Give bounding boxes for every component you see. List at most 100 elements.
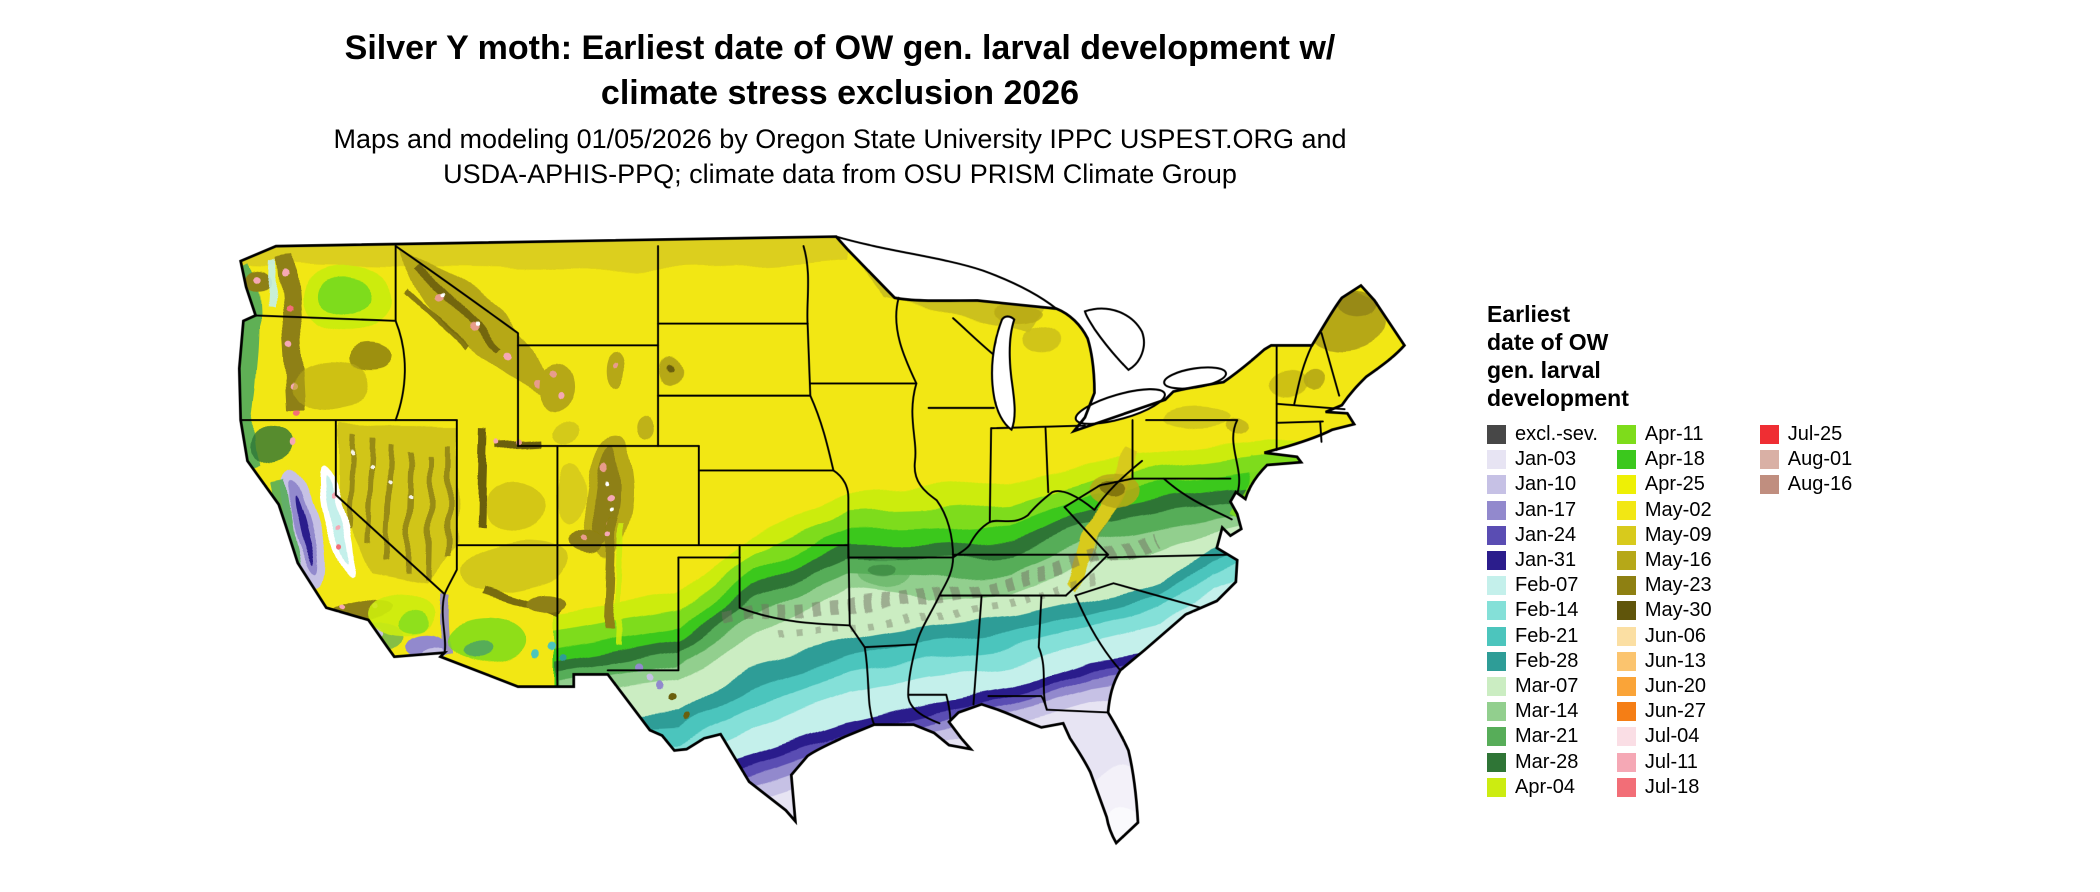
state-borders [239, 245, 1346, 726]
legend-column: Jul-25 Aug-01 Aug-16 [1759, 422, 1907, 800]
legend-entry: Jan-24 [1487, 523, 1617, 548]
legend-entry: Jul-18 [1616, 775, 1760, 800]
page-subtitle: Maps and modeling 01/05/2026 by Oregon S… [140, 122, 1540, 192]
legend-swatch [1616, 702, 1636, 722]
legend-entry-label: Jan-17 [1515, 498, 1577, 521]
legend-title-line: date of OW [1487, 329, 1609, 355]
legend-swatch [1487, 500, 1506, 520]
legend-entry: Aug-01 [1759, 447, 1907, 472]
legend-entry-label: Jun-06 [1644, 624, 1707, 647]
legend-swatch [1487, 676, 1506, 696]
legend-swatch [1487, 727, 1506, 747]
legend-entry-label: Jan-03 [1515, 448, 1577, 471]
legend-entry: Mar-21 [1487, 724, 1617, 749]
legend-swatch [1616, 727, 1636, 747]
legend-entry-label: Mar-07 [1515, 674, 1579, 697]
legend-entry: Jan-17 [1487, 498, 1617, 523]
legend-entry: Jan-10 [1487, 472, 1617, 497]
legend-entry-label: Jan-24 [1515, 523, 1577, 546]
legend-entry: Aug-16 [1759, 472, 1907, 497]
legend-entry-label: Mar-14 [1515, 700, 1579, 723]
legend-entry: Mar-07 [1487, 674, 1617, 699]
us-map [237, 235, 1407, 846]
legend-entry-label: excl.-sev. [1515, 423, 1598, 446]
legend-entry: May-23 [1616, 573, 1760, 598]
legend-entry-label: Apr-04 [1515, 775, 1576, 798]
legend-column: Apr-11 Apr-18 Apr-25 May-02 May-09 May-16 May-… [1616, 422, 1760, 800]
legend-swatch [1487, 777, 1506, 797]
legend-swatch [1616, 551, 1636, 571]
legend-entry: Mar-14 [1487, 699, 1617, 724]
legend-entry: Apr-04 [1487, 775, 1617, 800]
title-line-2: climate stress exclusion 2026 [600, 74, 1080, 112]
legend-entry: Jun-27 [1616, 699, 1760, 724]
legend-entry: excl.-sev. [1487, 422, 1617, 447]
legend-swatch [1487, 450, 1506, 470]
legend-entry: Jan-03 [1487, 447, 1617, 472]
legend-swatch [1487, 626, 1506, 646]
legend-entry: Mar-28 [1487, 749, 1617, 774]
legend-entry-label: Jul-18 [1644, 775, 1700, 798]
legend-entry-label: Mar-28 [1515, 750, 1579, 773]
legend-swatch [1487, 425, 1506, 445]
legend-entry: Jun-06 [1616, 624, 1760, 649]
legend-swatch [1487, 752, 1506, 772]
page-title: Silver Y moth: Earliest date of OW gen. … [140, 26, 1540, 116]
lake-erie [1074, 388, 1166, 425]
legend-entry: Feb-07 [1487, 573, 1617, 598]
legend-entry-label: Apr-18 [1644, 448, 1705, 471]
legend-entry-label: Aug-16 [1787, 473, 1853, 496]
legend-entry: Apr-25 [1616, 472, 1760, 497]
legend-swatch [1616, 450, 1636, 470]
legend-swatch [1616, 676, 1636, 696]
lake-huron [1083, 307, 1145, 372]
great-lakes [991, 307, 1227, 432]
legend-entry-label: Apr-25 [1644, 473, 1705, 496]
legend-swatch [1759, 475, 1779, 495]
legend-swatch [1616, 752, 1636, 772]
legend-entry: Feb-21 [1487, 624, 1617, 649]
legend-entry: Jul-04 [1616, 724, 1760, 749]
legend-entry: Feb-14 [1487, 598, 1617, 623]
legend-entry-label: Aug-01 [1787, 448, 1853, 471]
legend-entry-label: Jan-31 [1515, 549, 1577, 572]
legend-swatch [1487, 551, 1506, 571]
legend-entry-label: Jul-04 [1644, 725, 1700, 748]
legend-entry: May-16 [1616, 548, 1760, 573]
legend-entry-label: Jun-27 [1644, 700, 1707, 723]
legend-entry-label: Jun-13 [1644, 649, 1707, 672]
legend-swatch [1487, 576, 1506, 596]
lake-superior-border [835, 235, 1058, 310]
legend-swatch [1616, 576, 1636, 596]
legend-swatch [1759, 450, 1779, 470]
legend-columns: excl.-sev. Jan-03 Jan-10 Jan-17 Jan-24 Jan-31… [1487, 422, 1907, 800]
title-line-1: Silver Y moth: Earliest date of OW gen. … [344, 29, 1336, 67]
legend-entry: Apr-11 [1616, 422, 1760, 447]
legend-entry-label: May-16 [1644, 549, 1712, 572]
legend-title: Earliest date of OW gen. larval developm… [1487, 300, 1907, 412]
legend-entry-label: May-23 [1644, 574, 1712, 597]
us-outline [237, 235, 1407, 846]
legend-entry: Jun-13 [1616, 649, 1760, 674]
legend-entry-label: Feb-14 [1515, 599, 1579, 622]
legend: Earliest date of OW gen. larval developm… [1487, 300, 1907, 800]
legend-swatch [1616, 651, 1636, 671]
legend-entry: Jan-31 [1487, 548, 1617, 573]
legend-entry: Jun-20 [1616, 674, 1760, 699]
legend-entry-label: Jul-25 [1787, 423, 1843, 446]
legend-entry-label: Jan-10 [1515, 473, 1577, 496]
legend-swatch [1487, 651, 1506, 671]
legend-swatch [1487, 702, 1506, 722]
legend-entry-label: Feb-07 [1515, 574, 1579, 597]
legend-column: excl.-sev. Jan-03 Jan-10 Jan-17 Jan-24 Jan-31… [1487, 422, 1617, 800]
legend-entry: May-02 [1616, 498, 1760, 523]
legend-entry-label: Feb-28 [1515, 649, 1579, 672]
legend-swatch [1759, 425, 1779, 445]
legend-entry-label: Jun-20 [1644, 674, 1707, 697]
legend-entry-label: Mar-21 [1515, 725, 1579, 748]
legend-title-line: gen. larval [1487, 357, 1601, 383]
legend-entry-label: Apr-11 [1644, 423, 1704, 446]
subtitle-line-1: Maps and modeling 01/05/2026 by Oregon S… [333, 124, 1347, 154]
legend-entry-label: May-09 [1644, 523, 1712, 546]
